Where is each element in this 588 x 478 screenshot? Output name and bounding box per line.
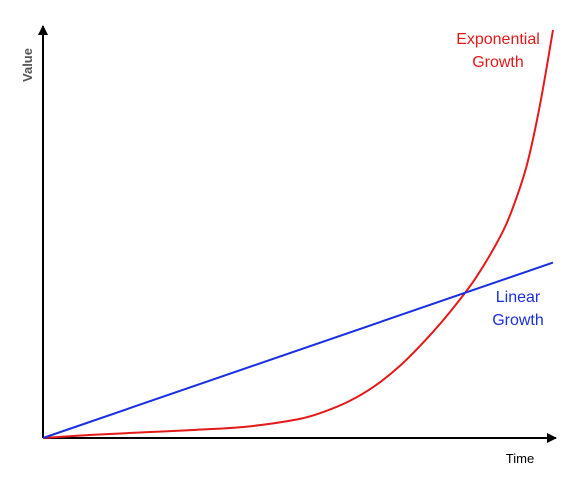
- exponential-growth-label-line: Exponential: [456, 31, 540, 48]
- series-layer: [42, 29, 554, 439]
- x-axis-label: Time: [506, 451, 534, 466]
- y-axis-label: Value: [20, 48, 35, 82]
- linear-growth-label-line: Growth: [492, 312, 544, 329]
- exponential-growth-label: Exponential Growth: [456, 31, 540, 71]
- linear-growth-label: Linear Growth: [492, 289, 544, 329]
- exponential-growth-label-line: Growth: [472, 54, 524, 71]
- series-label-layer: Exponential Growth Linear Growth: [456, 31, 544, 329]
- linear-growth-line: [42, 261, 554, 439]
- linear-growth-label-line: Linear: [496, 289, 541, 306]
- exponential-growth-line: [42, 29, 554, 439]
